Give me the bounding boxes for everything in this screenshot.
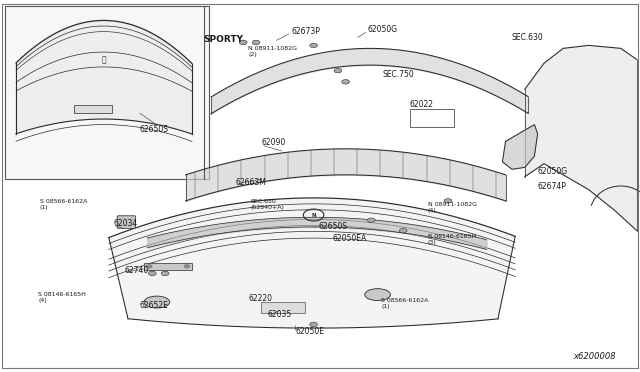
Circle shape bbox=[444, 199, 452, 203]
Text: 62050G: 62050G bbox=[368, 25, 398, 34]
Polygon shape bbox=[502, 125, 538, 169]
Bar bbox=[74, 105, 112, 113]
Text: S 08566-6162A
(1): S 08566-6162A (1) bbox=[40, 199, 87, 210]
Ellipse shape bbox=[365, 289, 390, 301]
Polygon shape bbox=[109, 198, 515, 328]
Text: 62050E: 62050E bbox=[296, 327, 324, 336]
Text: N 08911-1082G
(4): N 08911-1082G (4) bbox=[428, 202, 477, 213]
Text: 62022: 62022 bbox=[410, 100, 434, 109]
Text: 62035: 62035 bbox=[268, 310, 292, 319]
Circle shape bbox=[342, 80, 349, 84]
Text: Ⓝ: Ⓝ bbox=[101, 55, 106, 64]
Text: 62650S: 62650S bbox=[319, 222, 348, 231]
Circle shape bbox=[310, 322, 317, 327]
Text: SPORTY: SPORTY bbox=[204, 35, 244, 44]
Text: 62674P: 62674P bbox=[538, 182, 566, 191]
Bar bbox=[144, 263, 192, 270]
Text: 62663M: 62663M bbox=[236, 178, 266, 187]
Text: 62220: 62220 bbox=[248, 294, 273, 303]
Text: S 08146-6165H
(4): S 08146-6165H (4) bbox=[38, 292, 86, 303]
Text: 62034: 62034 bbox=[114, 219, 138, 228]
Text: 62673P: 62673P bbox=[291, 27, 320, 36]
Ellipse shape bbox=[144, 296, 170, 308]
Circle shape bbox=[148, 271, 156, 276]
Text: SEC.630: SEC.630 bbox=[512, 33, 544, 42]
Text: N 08911-1082G
(2): N 08911-1082G (2) bbox=[248, 46, 298, 57]
Circle shape bbox=[184, 265, 189, 268]
Text: 62090: 62090 bbox=[261, 138, 285, 147]
Bar bbox=[261, 302, 305, 313]
Circle shape bbox=[399, 228, 407, 233]
Text: N: N bbox=[311, 212, 316, 218]
Text: 62050EA: 62050EA bbox=[333, 234, 367, 243]
Circle shape bbox=[239, 40, 247, 45]
Circle shape bbox=[252, 40, 260, 45]
Text: SEC.650
(62840+A): SEC.650 (62840+A) bbox=[251, 199, 285, 210]
Circle shape bbox=[310, 43, 317, 48]
Text: S 08566-6162A
(1): S 08566-6162A (1) bbox=[381, 298, 429, 309]
Polygon shape bbox=[525, 45, 637, 231]
Text: 62050G: 62050G bbox=[538, 167, 568, 176]
Circle shape bbox=[161, 271, 169, 276]
Circle shape bbox=[367, 218, 375, 222]
Text: 62740: 62740 bbox=[125, 266, 149, 275]
Text: x6200008: x6200008 bbox=[573, 352, 616, 361]
Circle shape bbox=[334, 68, 342, 73]
FancyBboxPatch shape bbox=[117, 216, 136, 228]
Bar bbox=[410, 109, 454, 127]
Polygon shape bbox=[16, 20, 192, 134]
Text: SEC.750: SEC.750 bbox=[383, 70, 415, 79]
Text: B 08146-6165H
(3): B 08146-6165H (3) bbox=[428, 234, 476, 245]
Text: 62650S: 62650S bbox=[140, 125, 168, 134]
Circle shape bbox=[147, 265, 152, 268]
Text: 62652E: 62652E bbox=[140, 301, 168, 310]
Bar bbox=[5, 6, 209, 179]
